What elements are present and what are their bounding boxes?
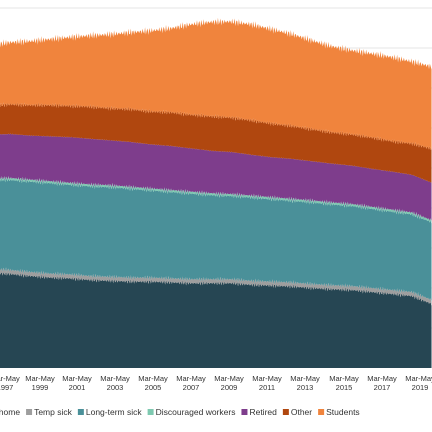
x-tick-label: 2015	[336, 383, 353, 392]
legend-swatch	[26, 409, 33, 415]
x-tick-label: 2003	[107, 383, 124, 392]
x-tick-label: 2005	[145, 383, 162, 392]
x-tick-label: Mar-May	[62, 374, 92, 383]
legend-swatch	[147, 409, 154, 415]
legend-swatch	[318, 409, 325, 415]
x-axis-ticks: Mar-May1997Mar-May1999Mar-May2001Mar-May…	[0, 374, 432, 392]
x-tick-label: Mar-May	[25, 374, 55, 383]
x-tick-label: 2011	[259, 383, 275, 392]
x-tick-label: Mar-May	[367, 374, 397, 383]
legend-swatch	[241, 409, 248, 415]
legend-swatch	[282, 409, 289, 415]
x-tick-label: 1999	[32, 383, 49, 392]
x-tick-label: Mar-May	[176, 374, 206, 383]
x-tick-label: 2007	[183, 383, 200, 392]
x-tick-label: 2017	[374, 383, 391, 392]
legend-label: Other	[291, 407, 312, 417]
x-tick-label: 1997	[0, 383, 13, 392]
legend-label: Long-term sick	[86, 407, 142, 417]
x-tick-label: Mar-May	[0, 374, 20, 383]
series-area-students	[0, 17, 432, 150]
x-tick-label: Mar-May	[214, 374, 244, 383]
x-tick-label: Mar-May	[405, 374, 432, 383]
series-area-temp-sick	[0, 267, 432, 306]
series-areas	[0, 17, 432, 368]
x-tick-label: 2019	[412, 383, 429, 392]
x-tick-label: Mar-May	[252, 374, 282, 383]
series-area-looking-after-family-home	[0, 271, 432, 368]
legend: Looking after family / home Temp sick Long…	[0, 407, 360, 417]
x-tick-label: Mar-May	[329, 374, 359, 383]
legend-label: Looking after family / home	[0, 407, 20, 417]
x-tick-label: 2009	[221, 383, 238, 392]
series-area-long-term-sick	[0, 178, 432, 302]
x-tick-label: Mar-May	[138, 374, 168, 383]
series-area-other	[0, 102, 432, 183]
legend-label: Retired	[249, 407, 277, 417]
legend-label: Temp sick	[34, 407, 73, 417]
legend-label: Students	[326, 407, 360, 417]
series-area-retired	[0, 133, 432, 222]
legend-label: Discouraged workers	[156, 407, 236, 417]
x-tick-label: Mar-May	[290, 374, 320, 383]
legend-swatch	[77, 409, 84, 415]
x-tick-label: 2013	[297, 383, 314, 392]
x-tick-label: 2001	[69, 383, 86, 392]
x-tick-label: Mar-May	[100, 374, 130, 383]
